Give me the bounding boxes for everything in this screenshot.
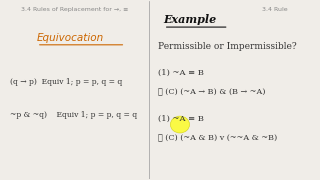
Text: (1) ~A ≡ B: (1) ~A ≡ B [158, 69, 204, 77]
Text: (1) ~A ≡ B: (1) ~A ≡ B [158, 115, 204, 123]
Text: Example: Example [164, 14, 217, 25]
Text: ∴ (C) (~A & B) v (~~A & ~B): ∴ (C) (~A & B) v (~~A & ~B) [158, 134, 277, 142]
Text: 3.4 Rule: 3.4 Rule [262, 7, 288, 12]
Text: ~p & ~q)    Equiv 1; p = p, q = q: ~p & ~q) Equiv 1; p = p, q = q [10, 111, 137, 119]
Text: ∴ (C) (~A → B) & (B → ~A): ∴ (C) (~A → B) & (B → ~A) [158, 88, 265, 96]
Text: (q → p)  Equiv 1; p = p, q = q: (q → p) Equiv 1; p = p, q = q [10, 78, 123, 86]
Text: Permissible or Impermissible?: Permissible or Impermissible? [158, 42, 296, 51]
Text: 3.4 Rules of Replacement for →, ≡: 3.4 Rules of Replacement for →, ≡ [21, 7, 129, 12]
Ellipse shape [170, 116, 189, 133]
Text: Equivocation: Equivocation [37, 33, 104, 43]
